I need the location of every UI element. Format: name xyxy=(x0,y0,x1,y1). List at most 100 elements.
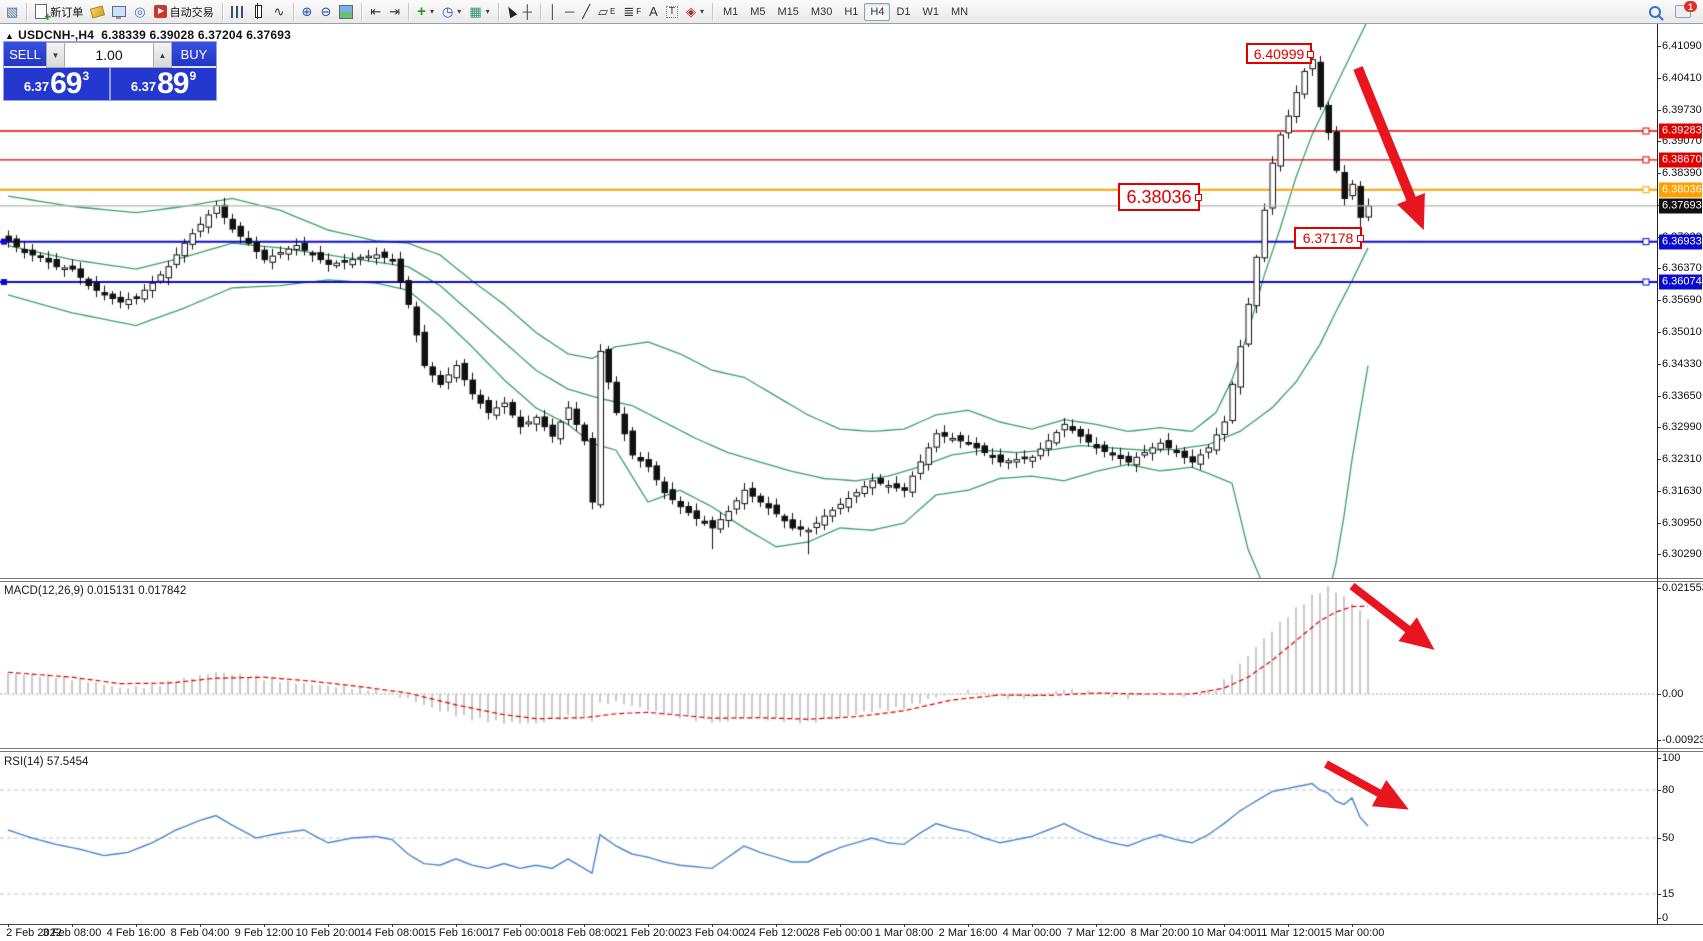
dropdown-caret-icon: ▾ xyxy=(485,7,490,16)
rsi-pane-canvas[interactable] xyxy=(0,752,1657,924)
time-tick xyxy=(72,924,73,927)
auto-trading-button[interactable]: 自动交易 xyxy=(150,1,218,23)
new-order-button[interactable]: 新订单 xyxy=(31,1,87,24)
line-chart-button[interactable]: ∿ xyxy=(270,1,289,23)
pane-splitter-rsi[interactable] xyxy=(0,748,1703,752)
zoom-in-icon: ⊕ xyxy=(301,4,313,19)
chart-shift-button[interactable]: ⇤ xyxy=(366,1,385,23)
notification-badge: 1 xyxy=(1684,1,1697,12)
price-badge: 6.39283 xyxy=(1659,123,1702,139)
price-badge: 6.38670 xyxy=(1659,152,1702,168)
auto-trading-button-label: 自动交易 xyxy=(169,6,214,19)
time-tick xyxy=(904,924,905,927)
time-axis[interactable]: 2 Feb 2022 3 Feb 08:00 4 Feb 16:00 8 Feb 04… xyxy=(0,924,1657,941)
volume-decrease-button[interactable]: ▼ xyxy=(46,42,65,68)
computer-icon[interactable] xyxy=(108,1,130,23)
search-button[interactable] xyxy=(1645,1,1665,23)
price-tick: 6.38390 xyxy=(1658,167,1702,180)
channel-button[interactable]: ▱ E xyxy=(594,1,619,23)
time-tick xyxy=(1032,924,1033,927)
periods-icon: ◷ xyxy=(441,4,454,19)
ohlc-open: 6.38339 xyxy=(101,28,146,42)
symbol-info-line: ▲ USDCNH-,H4 6.38339 6.39028 6.37204 6.37… xyxy=(5,28,291,42)
periods-button[interactable]: ◷ ▾ xyxy=(438,1,465,23)
zoom-out-icon: ⊖ xyxy=(320,4,332,19)
main-chart-canvas[interactable] xyxy=(0,24,1657,578)
time-label: 11 Mar 12:00 xyxy=(1255,927,1321,939)
time-label: 18 Feb 08:00 xyxy=(551,927,617,939)
chat-bubble-icon: 1 xyxy=(1675,1,1697,18)
sell-button[interactable]: SELL xyxy=(4,42,46,68)
rsi-tick: 100 xyxy=(1657,752,1681,764)
timeframe-d1[interactable]: D1 xyxy=(896,5,911,18)
templates-icon: ▦ xyxy=(469,4,482,19)
price-axis-main[interactable]: 6.410906.404106.397306.390706.383906.377… xyxy=(1658,24,1703,578)
trendline-button[interactable]: ╱ xyxy=(578,1,594,23)
arrows-button[interactable]: ◈ ▾ xyxy=(682,1,708,23)
price-tick: 6.34330 xyxy=(1658,358,1702,371)
macd-tick: 0.00 xyxy=(1657,688,1684,700)
volume-increase-button[interactable]: ▲ xyxy=(153,42,172,68)
auto-scroll-button[interactable]: ⇥ xyxy=(385,1,404,23)
time-tick xyxy=(712,924,713,927)
price-axis-macd[interactable]: 0.021553 0.00 -0.00923 xyxy=(1657,582,1703,748)
time-tick xyxy=(584,924,585,927)
timeframe-m15[interactable]: M15 xyxy=(777,5,799,18)
volume-input[interactable] xyxy=(65,42,153,68)
buy-price[interactable]: 6.37 89 9 xyxy=(111,68,216,100)
bar-chart-button[interactable] xyxy=(227,1,247,23)
time-label: 9 Feb 12:00 xyxy=(234,927,294,939)
fibonacci-button[interactable]: ≣ F xyxy=(619,1,645,23)
chart-window-icon[interactable]: ▧ xyxy=(2,1,22,23)
ohlc-high: 6.39028 xyxy=(149,28,195,42)
tile-windows-button[interactable] xyxy=(335,1,357,23)
timeframe-mn[interactable]: MN xyxy=(951,5,969,18)
time-tick xyxy=(648,924,649,927)
horizontal-line-button[interactable]: ─ xyxy=(561,1,578,23)
candlestick-chart-button[interactable] xyxy=(247,1,270,23)
vertical-line-button[interactable]: │ xyxy=(545,1,561,23)
crosshair-button[interactable]: ┼ xyxy=(519,1,536,23)
dropdown-caret-icon: ▾ xyxy=(699,7,704,16)
templates-button[interactable]: ▦ ▾ xyxy=(465,1,493,23)
time-label: 15 Feb 16:00 xyxy=(423,927,489,939)
timeframe-h1[interactable]: H1 xyxy=(844,5,859,18)
notifications-button[interactable]: 1 xyxy=(1671,1,1697,23)
buy-price-small: 6.37 xyxy=(130,79,157,94)
text-button[interactable]: A xyxy=(645,1,662,23)
pane-splitter-macd[interactable] xyxy=(0,578,1703,582)
signal-icon[interactable]: ◎ xyxy=(130,1,149,23)
price-axis-border xyxy=(1657,24,1658,925)
time-label: 8 Mar 20:00 xyxy=(1130,927,1190,939)
timeframe-w1[interactable]: W1 xyxy=(922,5,940,18)
zoom-in-button[interactable]: ⊕ xyxy=(298,1,317,23)
collapse-icon[interactable]: ▲ xyxy=(5,31,15,41)
timeframe-m5[interactable]: M5 xyxy=(750,5,766,18)
indicators-button[interactable]: + ▾ xyxy=(413,1,438,23)
one-click-trading-panel: SELL ▼ ▲ BUY 6.37 69 3 6.37 89 9 xyxy=(3,41,217,101)
new-order-icon xyxy=(35,4,51,24)
price-axis-rsi[interactable]: 100 80 50 15 0 xyxy=(1657,752,1703,924)
timeframe-h4[interactable]: H4 xyxy=(864,2,891,21)
crosshair-icon: ┼ xyxy=(522,4,532,19)
highlighter-icon[interactable] xyxy=(87,1,108,23)
callout-high-price[interactable]: 6.40999 xyxy=(1246,43,1314,64)
price-tick: 6.41090 xyxy=(1658,40,1702,52)
computer-icon-icon xyxy=(112,6,127,19)
timeframe-m30[interactable]: M30 xyxy=(810,5,833,18)
dropdown-caret-icon: ▾ xyxy=(457,7,462,16)
cursor-icon xyxy=(504,4,517,19)
price-badge: 6.36074 xyxy=(1659,274,1702,290)
timeframe-m1[interactable]: M1 xyxy=(722,5,739,18)
callout-resistance-price[interactable]: 6.38036 xyxy=(1118,183,1202,211)
sell-price[interactable]: 6.37 69 3 xyxy=(4,68,109,100)
time-tick xyxy=(136,924,137,927)
macd-pane-canvas[interactable] xyxy=(0,582,1657,748)
cursor-button[interactable] xyxy=(503,1,519,23)
time-tick xyxy=(456,924,457,927)
callout-low-price[interactable]: 6.37178 xyxy=(1294,227,1364,249)
zoom-out-button[interactable]: ⊖ xyxy=(316,1,335,23)
price-tick: 6.35010 xyxy=(1658,326,1702,339)
label-button[interactable]: T xyxy=(662,1,682,23)
buy-button[interactable]: BUY xyxy=(172,42,216,68)
